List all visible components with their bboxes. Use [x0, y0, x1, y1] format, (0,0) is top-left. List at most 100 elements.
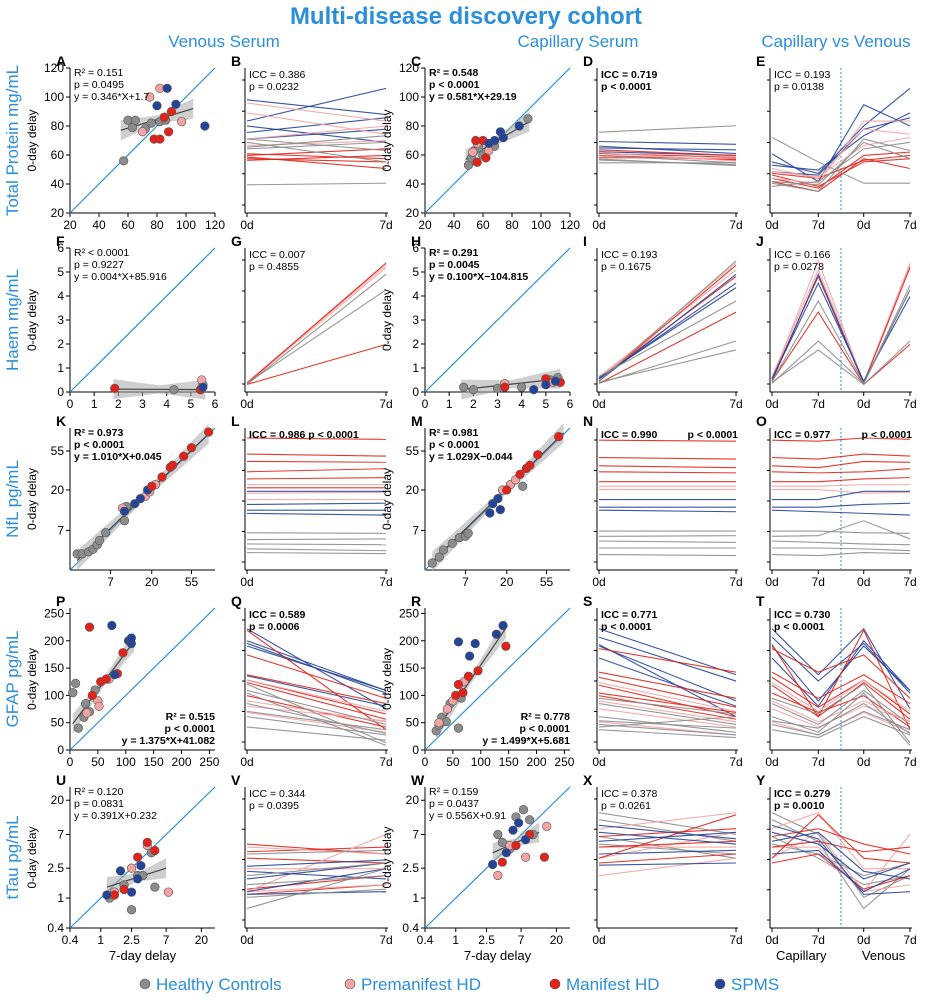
series-line-healthy-controls [246, 538, 387, 541]
series-line-healthy-controls [246, 138, 387, 152]
x-tick-label: 0d [592, 397, 605, 411]
y-tick-label: 6 [412, 241, 419, 255]
x-tick-label: 0d [857, 218, 870, 232]
x-tick-label: 0d [765, 755, 778, 769]
data-point-premanifest-hd [177, 117, 187, 127]
row-title-4: tTau pg/mL [3, 815, 22, 899]
data-point-healthy-controls [438, 545, 449, 555]
data-point-manifest-hd [142, 837, 152, 848]
x-tick-label: 0d [240, 755, 253, 769]
y-tick-label: 80 [406, 119, 420, 133]
series-line-spms [246, 502, 387, 506]
comparison-label-venous: Venous [862, 948, 906, 963]
x-tick-label: 0d [240, 575, 253, 589]
stat-line: y = 1.010*X+0.045 [74, 451, 162, 463]
stat-line: R² = 0.120 [74, 786, 123, 798]
data-point-manifest-hd [501, 641, 511, 651]
series-line-manifest-hd [771, 468, 911, 474]
series-line-healthy-controls [598, 535, 737, 537]
series-line-healthy-controls [246, 683, 387, 744]
panel-r: R 0 50 100 150 200 250 0 50 100 150 200 250 0-day del… [380, 593, 575, 769]
data-point-spms [115, 866, 126, 876]
stat-line: R² < 0.0001 [74, 247, 129, 259]
data-point-spms [495, 505, 505, 515]
y-tick-label: 6 [57, 241, 64, 255]
series-line-healthy-controls [246, 716, 387, 736]
row-title-2: NfL pg/mL [3, 460, 22, 538]
series-line-manifest-hd [246, 343, 387, 385]
data-point-healthy-controls [453, 723, 464, 733]
series-line-spms [598, 831, 737, 845]
x-tick-label: 150 [144, 755, 164, 769]
x-tick-label: 0d [857, 397, 870, 411]
data-point-manifest-hd [155, 134, 165, 144]
x-axis-title: 7-day delay [109, 948, 177, 963]
x-tick-label: 0d [240, 397, 253, 411]
stat-line: ICC = 0.730 [774, 609, 830, 621]
panel-label-q: Q [231, 593, 242, 609]
x-tick-label: 7d [812, 397, 825, 411]
stat-line: ICC = 0.589 [249, 609, 305, 621]
x-tick-label: 60 [476, 218, 490, 232]
series-line-healthy-controls [246, 141, 387, 150]
data-point-spms [541, 380, 551, 390]
series-line-healthy-controls [598, 697, 737, 715]
identity-line [69, 67, 216, 214]
stat-line: p < 0.0001 [601, 621, 652, 633]
data-point-manifest-hd [511, 840, 521, 851]
data-point-healthy-controls [523, 114, 533, 124]
x-tick-label: 60 [121, 218, 135, 232]
stat-line: y = 0.581*X+29.19 [429, 91, 517, 103]
panel-label-v: V [231, 772, 241, 788]
y-tick-label: 2 [57, 337, 64, 351]
y-tick-label: 80 [51, 119, 65, 133]
legend-label-spms: SPMS [731, 975, 779, 994]
x-tick-label: 7 [518, 933, 525, 947]
series-line-premanifest-hd [246, 711, 387, 733]
legend-item-spms: SPMS [714, 975, 779, 994]
legend-item-manifest-hd: Manifest HD [549, 975, 660, 994]
x-tick-label: 7d [379, 575, 392, 589]
y-tick-label: 100 [399, 688, 419, 702]
series-line-spms [771, 831, 911, 880]
series-line-manifest-hd [246, 437, 387, 440]
x-tick-label: 200 [527, 755, 547, 769]
stat-line: p < 0.0001 [601, 81, 652, 93]
stat-line: p < 0.0001 [774, 621, 825, 633]
stat-line: ICC = 0.378 [601, 788, 657, 800]
data-point-manifest-hd [84, 622, 95, 632]
series-line-premanifest-hd [246, 267, 387, 384]
x-tick-label: 2.5 [478, 933, 495, 947]
series-line-healthy-controls [246, 692, 387, 746]
data-point-manifest-hd [150, 845, 160, 856]
series-line-spms [598, 147, 737, 151]
stat-line: p = 0.0278 [774, 261, 824, 273]
y-tick-label: 20 [406, 793, 420, 807]
series-line-spms [246, 117, 387, 134]
series-line-healthy-controls [771, 552, 911, 557]
series-line-healthy-controls [771, 289, 911, 385]
x-tick-label: 7d [729, 575, 742, 589]
series-line-premanifest-hd [772, 484, 910, 487]
x-tick-label: 0d [240, 933, 253, 947]
data-point-healthy-controls [518, 481, 528, 491]
x-tick-label: 120 [560, 218, 580, 232]
series-line-manifest-hd [246, 857, 387, 864]
series-line-manifest-hd [771, 437, 911, 442]
stat-line: y = 0.004*X+85.916 [74, 271, 167, 283]
y-tick-label: 150 [399, 661, 419, 675]
x-tick-label: 100 [176, 218, 196, 232]
series-line-spms [598, 509, 737, 513]
series-line-premanifest-hd [772, 834, 911, 893]
x-tick-label: 150 [499, 755, 519, 769]
stat-line: p = 0.0395 [249, 800, 299, 812]
data-point-spms [501, 848, 511, 858]
y-axis-title: 0-day delay [380, 826, 394, 888]
panel-label-c: C [411, 53, 421, 69]
stat-line: ICC = 0.771 [601, 609, 657, 621]
legend: Healthy Controls Premanifest HD Manifest… [139, 975, 779, 994]
data-point-spms [493, 493, 503, 504]
